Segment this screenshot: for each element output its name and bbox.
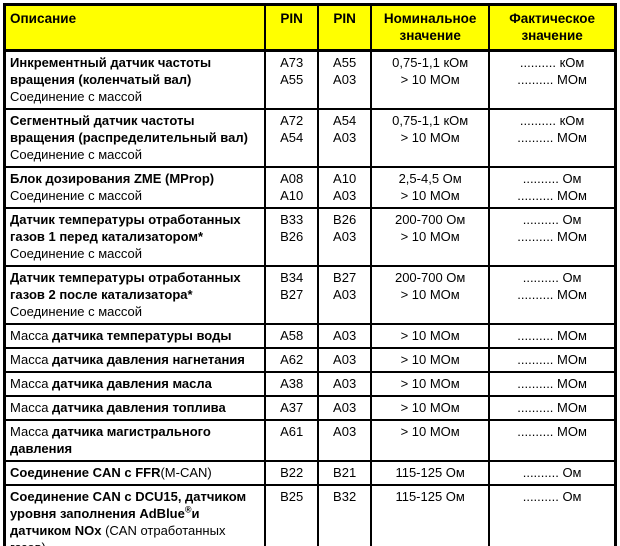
pin2-cell: A03 [317,395,373,421]
pin1-cell: B34 B27 [264,265,320,325]
pin2-cell: A03 [317,371,373,397]
description-line: Соединение с массой [10,147,143,162]
table-row: Блок дозирования ZME (MProp) Соединение с… [3,166,617,209]
pin1-cell: A62 [264,347,320,373]
pin1-cell: A37 [264,395,320,421]
pin1-cell: B33 B26 [264,207,320,267]
col-header-description: Описание [3,3,267,52]
actual-value-cell: .......... Ом [488,484,617,546]
description-cell: Масса датчика магистрального давления [3,419,267,462]
col-header-actual-value: Фактическое значение [488,3,617,52]
description-line: Датчик температуры отработанных газов 1 … [10,212,241,244]
nominal-value-cell: 0,75-1,1 кОм > 10 МОм [370,49,491,110]
table-row: Масса датчика температуры воды A58 A03 > 10… [3,323,617,349]
pin1-cell: A08 A10 [264,166,320,209]
pin2-cell: A03 [317,323,373,349]
col-header-pin1: PIN [264,3,320,52]
actual-value-cell: .......... кОм.......... МОм [488,49,617,110]
pin2-cell: A54 A03 [317,108,373,168]
nominal-value-cell: 115-125 Ом [370,460,491,486]
description-line: Масса датчика температуры воды [10,328,232,343]
col-header-nominal-value: Номинальное значение [370,3,491,52]
pin2-cell: B26 A03 [317,207,373,267]
table-row: Масса датчика давления нагнетания A62 A03 >… [3,347,617,373]
pin2-cell: B21 [317,460,373,486]
actual-value-cell: .......... МОм [488,419,617,462]
description-line: Соединение CAN с DCU15, датчиком уровня … [10,489,247,546]
description-line: Соединение CAN с FFR(M-CAN) [10,465,212,480]
description-line: Масса датчика давления масла [10,376,212,391]
pin2-cell: A03 [317,347,373,373]
nominal-value-cell: 2,5-4,5 Ом > 10 МОм [370,166,491,209]
table-row: Инкрементный датчик частоты вращения (ко… [3,49,617,110]
pin1-cell: B22 [264,460,320,486]
pin2-cell: B27 A03 [317,265,373,325]
table-row: Датчик температуры отработанных газов 1 … [3,207,617,267]
table-row: Сегментный датчик частоты вращения (расп… [3,108,617,168]
table-row: Соединение CAN с FFR(M-CAN) B22 B21 115-125… [3,460,617,486]
description-line: Масса датчика давления нагнетания [10,352,245,367]
table-row: Масса датчика давления масла A38 A03 > 10 М… [3,371,617,397]
table-row: Масса датчика магистрального давления A61… [3,419,617,462]
description-line: Соединение с массой [10,304,143,319]
description-cell: Масса датчика температуры воды [3,323,267,349]
table-body: Инкрементный датчик частоты вращения (ко… [3,49,617,546]
pin2-cell: A03 [317,419,373,462]
actual-value-cell: .......... кОм.......... МОм [488,108,617,168]
actual-value-cell: .......... МОм [488,371,617,397]
actual-value-cell: .......... Ом [488,460,617,486]
description-cell: Блок дозирования ZME (MProp) Соединение с… [3,166,267,209]
description-cell: Датчик температуры отработанных газов 1 … [3,207,267,267]
description-cell: Соединение CAN с DCU15, датчиком уровня … [3,484,267,546]
description-line: Датчик температуры отработанных газов 2 … [10,270,241,302]
resistance-check-table: Описание PIN PIN Номинальное значение Фа… [3,3,617,546]
description-cell: Соединение CAN с FFR(M-CAN) [3,460,267,486]
nominal-value-cell: > 10 МОм [370,395,491,421]
nominal-value-cell: 200-700 Ом > 10 МОм [370,207,491,267]
pin1-cell: A61 [264,419,320,462]
table-row: Датчик температуры отработанных газов 2 … [3,265,617,325]
description-line: Инкрементный датчик частоты вращения (ко… [10,55,212,87]
actual-value-cell: .......... Ом.......... МОм [488,207,617,267]
table-header-row: Описание PIN PIN Номинальное значение Фа… [3,3,617,52]
pin1-cell: B25 [264,484,320,546]
actual-value-cell: .......... МОм [488,347,617,373]
description-cell: Сегментный датчик частоты вращения (расп… [3,108,267,168]
nominal-value-cell: > 10 МОм [370,347,491,373]
description-line: Масса датчика магистрального давления [10,424,211,456]
nominal-value-cell: > 10 МОм [370,323,491,349]
description-cell: Датчик температуры отработанных газов 2 … [3,265,267,325]
nominal-value-cell: 200-700 Ом > 10 МОм [370,265,491,325]
description-line: Соединение с массой [10,89,143,104]
table-row: Соединение CAN с DCU15, датчиком уровня … [3,484,617,546]
pin1-cell: A72 A54 [264,108,320,168]
nominal-value-cell: 0,75-1,1 кОм > 10 МОм [370,108,491,168]
actual-value-cell: .......... Ом.......... МОм [488,265,617,325]
pin2-cell: B32 [317,484,373,546]
description-cell: Масса датчика давления нагнетания [3,347,267,373]
description-line: Сегментный датчик частоты вращения (расп… [10,113,248,145]
description-line: Соединение с массой [10,188,143,203]
actual-value-cell: .......... МОм [488,395,617,421]
description-line: Масса датчика давления топлива [10,400,226,415]
description-line: Блок дозирования ZME (MProp) [10,171,215,186]
actual-value-cell: .......... Ом.......... МОм [488,166,617,209]
nominal-value-cell: > 10 МОм [370,419,491,462]
pin2-cell: A10 A03 [317,166,373,209]
nominal-value-cell: 115-125 Ом [370,484,491,546]
pin2-cell: A55 A03 [317,49,373,110]
description-cell: Инкрементный датчик частоты вращения (ко… [3,49,267,110]
description-cell: Масса датчика давления масла [3,371,267,397]
actual-value-cell: .......... МОм [488,323,617,349]
nominal-value-cell: > 10 МОм [370,371,491,397]
pin1-cell: A73 A55 [264,49,320,110]
pin1-cell: A58 [264,323,320,349]
description-line: Соединение с массой [10,246,143,261]
col-header-pin2: PIN [317,3,373,52]
table-row: Масса датчика давления топлива A37 A03 > 10… [3,395,617,421]
description-cell: Масса датчика давления топлива [3,395,267,421]
pin1-cell: A38 [264,371,320,397]
